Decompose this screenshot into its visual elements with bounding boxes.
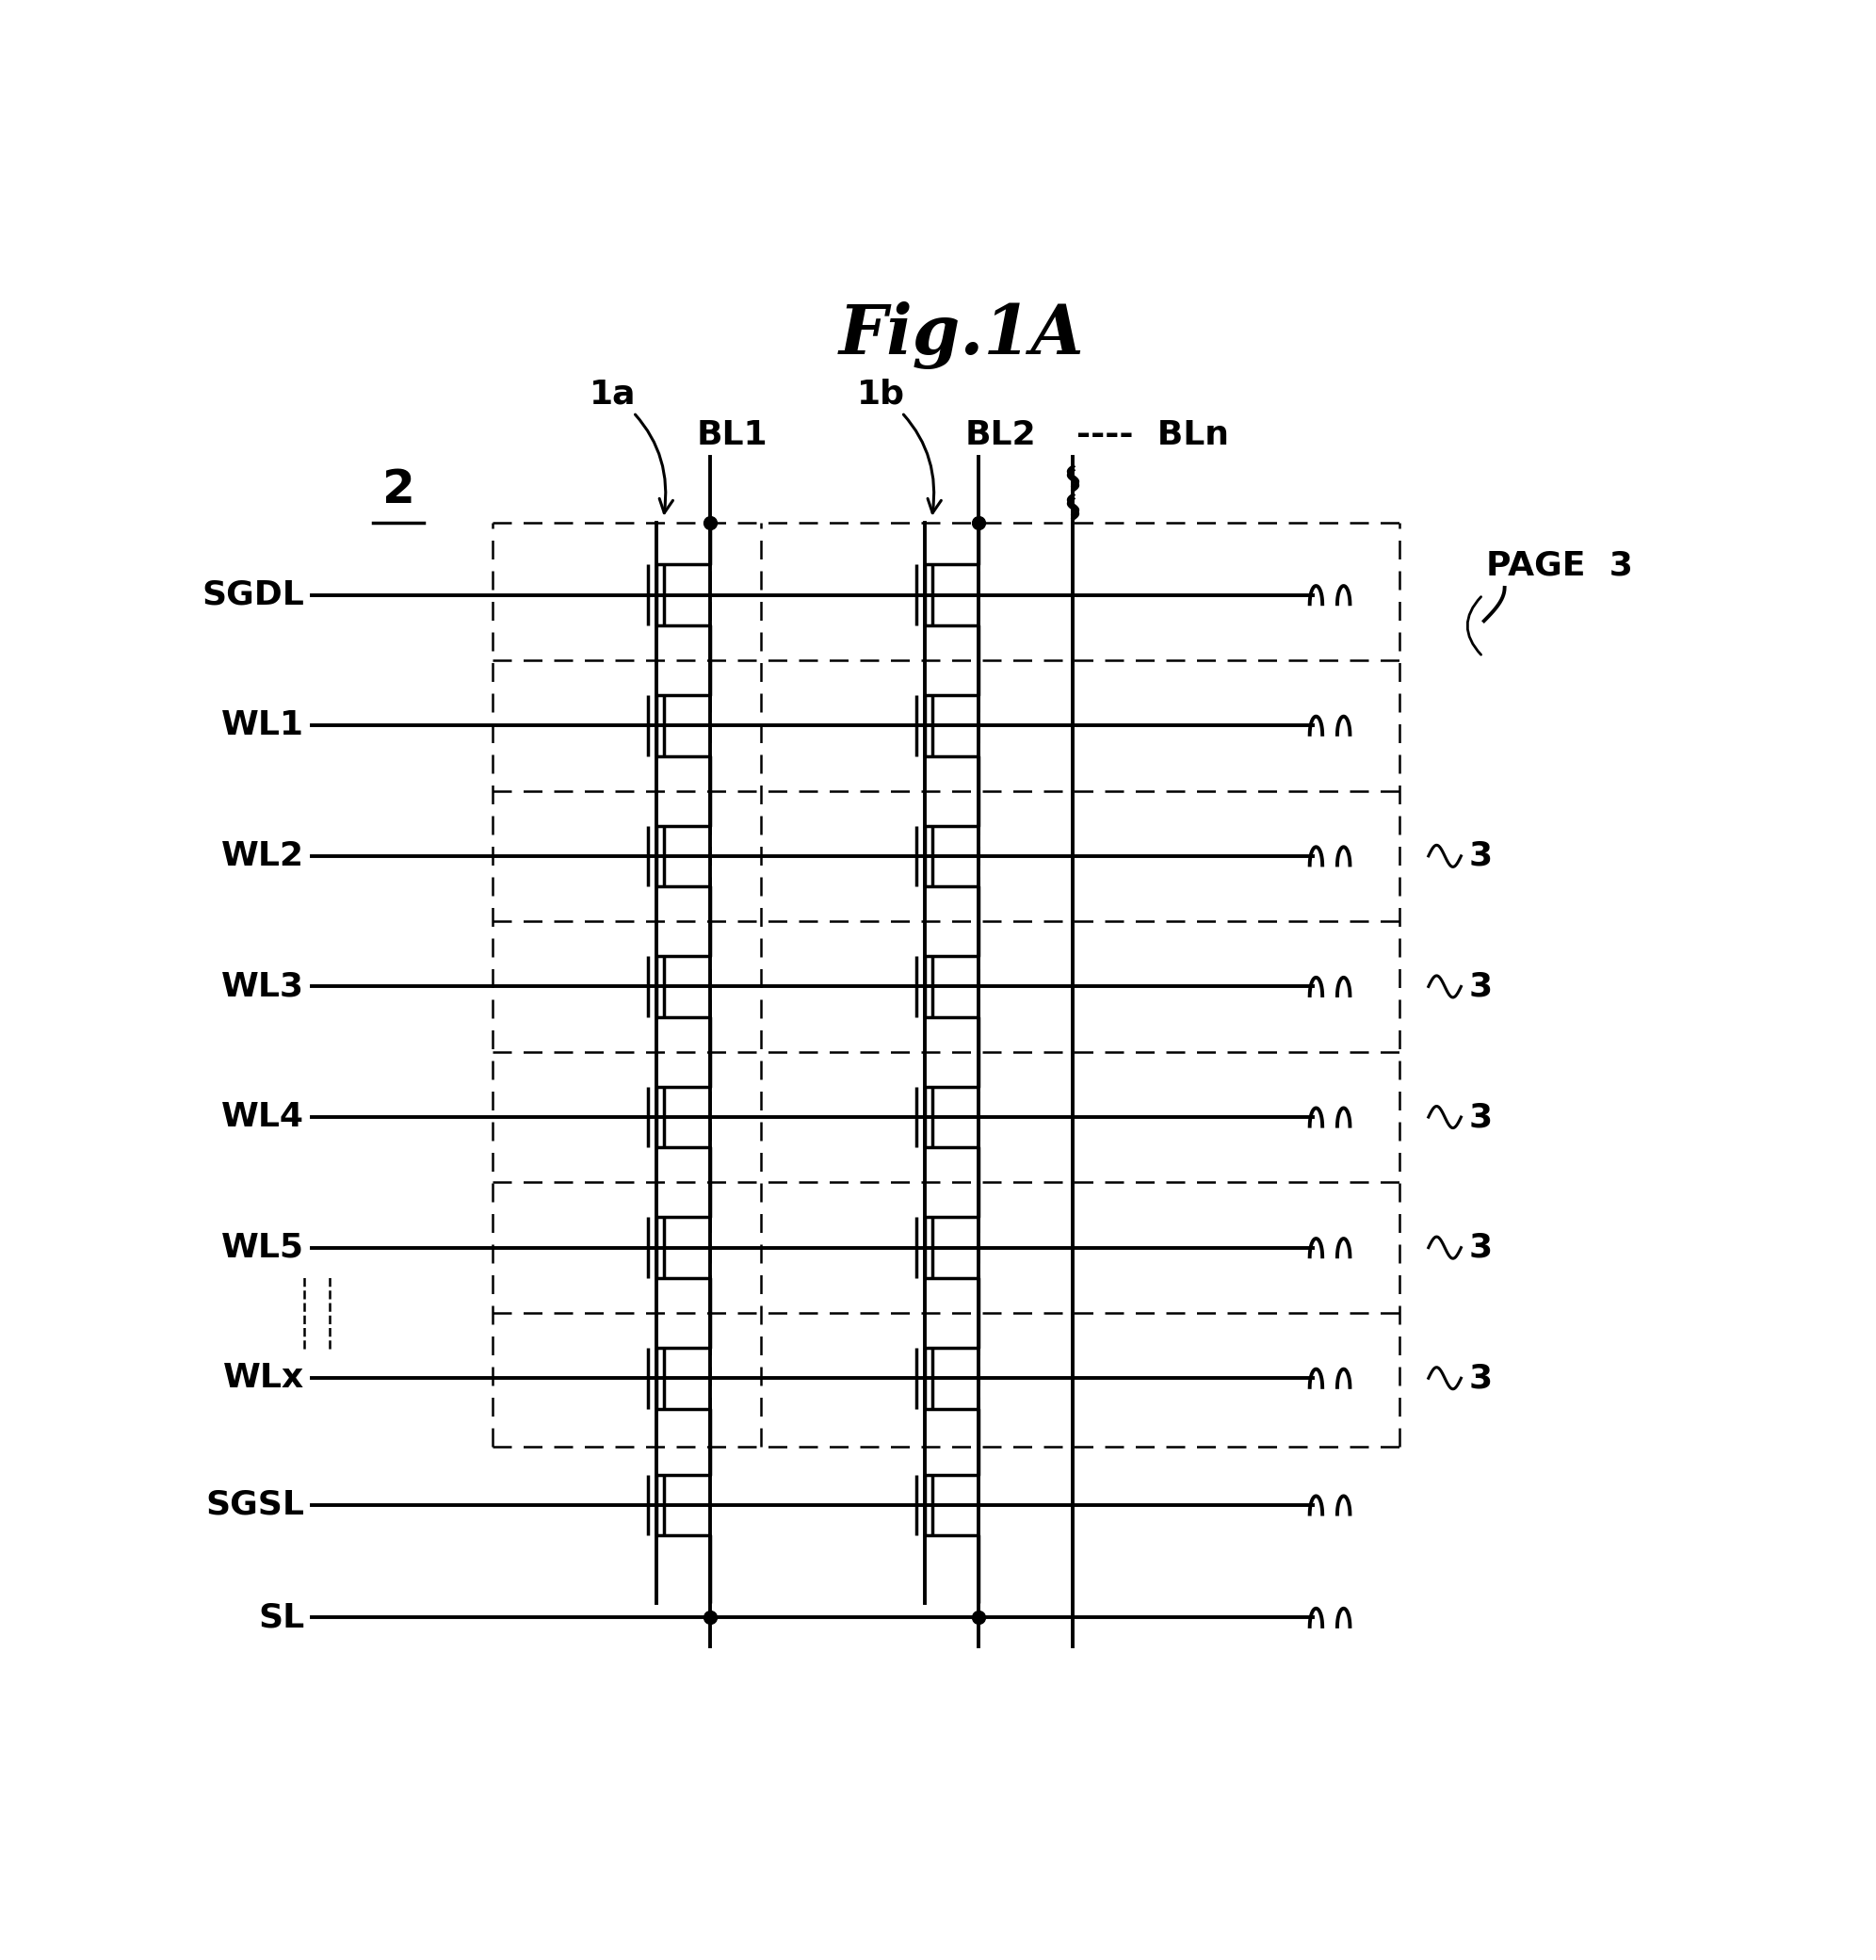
Text: BL2: BL2: [964, 419, 1036, 451]
Text: 3: 3: [1469, 1231, 1491, 1264]
Text: 3: 3: [1469, 841, 1491, 872]
Text: Fig.1A: Fig.1A: [839, 302, 1084, 368]
Text: WL5: WL5: [221, 1231, 304, 1264]
Text: 1b: 1b: [857, 378, 942, 514]
Text: SL: SL: [259, 1601, 304, 1633]
Text: 3: 3: [1469, 1102, 1491, 1133]
Text: 1a: 1a: [589, 378, 673, 514]
Text: 2: 2: [383, 466, 415, 512]
Text: 3: 3: [1469, 970, 1491, 1004]
Text: BL1: BL1: [696, 419, 767, 451]
Text: 3: 3: [1469, 1362, 1491, 1394]
Text: WL3: WL3: [221, 970, 304, 1004]
Text: WL2: WL2: [221, 841, 304, 872]
Text: SGDL: SGDL: [203, 578, 304, 612]
Text: SGSL: SGSL: [206, 1490, 304, 1521]
Text: WL4: WL4: [221, 1102, 304, 1133]
Text: WL1: WL1: [221, 710, 304, 741]
Text: ----  BLn: ---- BLn: [1077, 419, 1229, 451]
Text: PAGE  3: PAGE 3: [1486, 551, 1634, 582]
Text: WLx: WLx: [223, 1362, 304, 1394]
